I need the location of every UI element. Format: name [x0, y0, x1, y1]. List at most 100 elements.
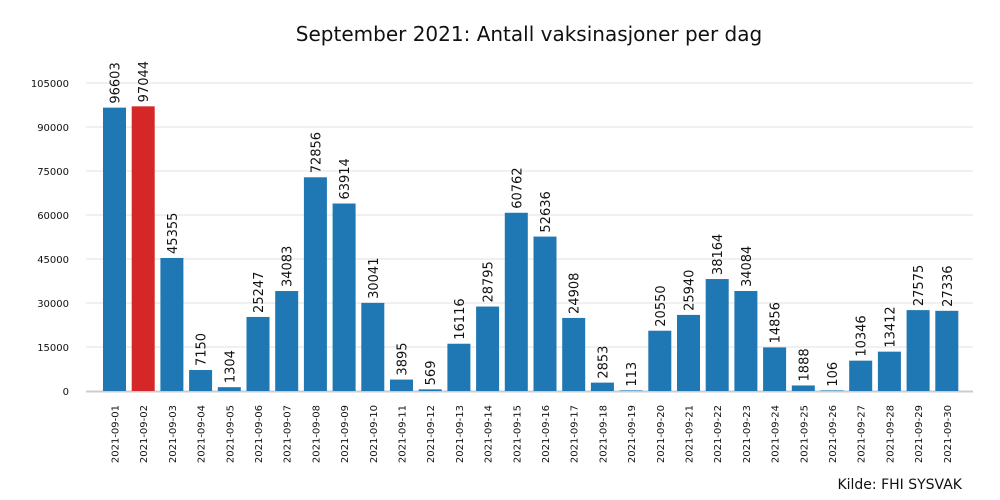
bar-value-label: 63914: [338, 158, 353, 199]
x-tick-label: 2021-09-07: [283, 405, 294, 463]
bar-value-label: 60762: [510, 167, 525, 208]
bar-value-label: 25247: [252, 272, 267, 313]
bar-value-label: 96603: [109, 62, 124, 103]
bar: [390, 379, 413, 391]
x-tick-label: 2021-09-24: [771, 405, 782, 463]
bar: [189, 370, 213, 391]
bar-value-label: 52636: [539, 191, 554, 232]
x-tick-label: 2021-09-29: [914, 405, 925, 463]
x-tick-label: 2021-09-09: [340, 405, 351, 463]
x-tick-label: 2021-09-02: [139, 405, 150, 463]
x-tick-label: 2021-09-23: [742, 405, 753, 463]
bar-value-label: 25940: [683, 270, 698, 311]
y-tick-label: 0: [63, 387, 69, 398]
bar: [533, 236, 557, 391]
bar-value-label: 1888: [797, 348, 812, 381]
chart-title: September 2021: Antall vaksinasjoner per…: [295, 22, 763, 46]
bar-value-label: 106: [826, 362, 841, 387]
x-tick-label: 2021-09-27: [857, 405, 868, 463]
x-tick-label: 2021-09-05: [225, 405, 236, 463]
bar: [275, 291, 299, 391]
x-tick-label: 2021-09-15: [512, 405, 523, 463]
x-tick-label: 2021-09-14: [484, 405, 495, 463]
bar: [935, 310, 959, 391]
bar-value-label: 38164: [711, 234, 726, 275]
y-tick-label: 45000: [37, 255, 69, 266]
bar-value-label: 72856: [309, 132, 324, 173]
x-tick-label: 2021-09-03: [168, 405, 179, 463]
bar-value-label: 45355: [166, 213, 181, 254]
bar: [734, 291, 758, 391]
bar-value-label: 20550: [654, 285, 669, 326]
bar: [677, 314, 700, 391]
x-tick-label: 2021-09-25: [799, 405, 810, 463]
bar: [619, 390, 643, 391]
bar-value-label: 14856: [769, 302, 784, 343]
x-tick-label: 2021-09-20: [656, 405, 667, 463]
x-tick-label: 2021-09-22: [713, 405, 724, 463]
bar-value-label: 3895: [396, 342, 411, 375]
bar-value-label: 13412: [883, 306, 898, 347]
bar: [418, 389, 442, 391]
y-tick-label: 75000: [37, 167, 69, 178]
bar: [906, 310, 930, 391]
x-tick-label: 2021-09-26: [828, 405, 839, 463]
x-tick-label: 2021-09-18: [598, 405, 609, 463]
bar: [332, 203, 356, 391]
bar: [705, 279, 729, 391]
bar: [103, 107, 126, 392]
x-tick-label: 2021-09-12: [426, 405, 437, 463]
x-tick-label: 2021-09-17: [570, 405, 581, 463]
x-tick-label: 2021-09-21: [685, 405, 696, 463]
bar-value-label: 1304: [223, 350, 238, 383]
bar: [562, 317, 586, 391]
bar-value-label: 34084: [740, 246, 755, 287]
bar: [763, 347, 787, 391]
bar: [361, 302, 385, 391]
bar-value-label: 16116: [453, 298, 468, 339]
bar: [246, 316, 270, 391]
x-tick-label: 2021-09-13: [455, 405, 466, 463]
bar-value-label: 97044: [137, 61, 152, 102]
x-tick-label: 2021-09-01: [111, 405, 122, 463]
x-tick-label: 2021-09-08: [311, 405, 322, 463]
y-tick-label: 60000: [37, 211, 69, 222]
bar: [217, 387, 241, 391]
bar: [131, 106, 155, 392]
bar-value-label: 27575: [912, 265, 927, 306]
bar-value-label: 113: [625, 362, 640, 387]
bar: [877, 351, 901, 391]
x-tick-label: 2021-09-04: [197, 405, 208, 463]
x-tick-label: 2021-09-06: [254, 405, 265, 463]
x-tick-label: 2021-09-19: [627, 405, 638, 463]
bar-value-label: 28795: [482, 261, 497, 302]
bar: [303, 177, 327, 391]
x-tick-label: 2021-09-16: [541, 405, 552, 463]
bar: [476, 306, 500, 391]
x-tick-label: 2021-09-11: [398, 405, 409, 463]
bar: [791, 385, 815, 391]
bar: [648, 330, 672, 391]
y-tick-label: 90000: [37, 123, 69, 134]
y-tick-label: 105000: [31, 79, 69, 90]
bar-value-label: 34083: [281, 246, 296, 287]
y-tick-label: 15000: [37, 343, 69, 354]
bar: [849, 360, 873, 391]
y-tick-label: 30000: [37, 299, 69, 310]
bar-value-label: 24908: [568, 273, 583, 314]
bar: [160, 257, 184, 391]
source-note: Kilde: FHI SYSVAK: [837, 477, 962, 493]
bar-value-label: 2853: [596, 346, 611, 379]
bar-value-label: 10346: [855, 315, 870, 356]
bar-value-label: 30041: [367, 258, 382, 299]
bar: [820, 390, 844, 391]
bar: [447, 343, 471, 391]
bar-value-label: 7150: [195, 333, 210, 366]
x-tick-label: 2021-09-30: [943, 405, 954, 463]
bar-value-label: 569: [424, 361, 439, 386]
x-tick-label: 2021-09-10: [369, 405, 380, 463]
bar: [504, 212, 528, 391]
bar: [590, 382, 614, 391]
bar-value-label: 27336: [941, 265, 956, 306]
